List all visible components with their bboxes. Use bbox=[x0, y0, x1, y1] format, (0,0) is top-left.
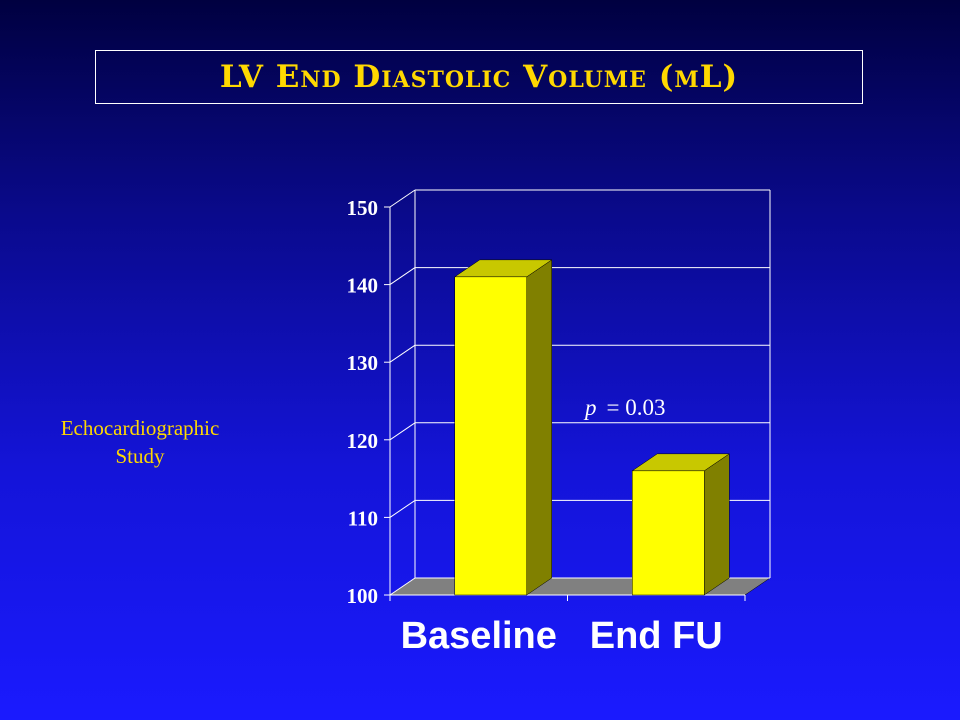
gridline-depth bbox=[389, 189, 416, 208]
side-note-line-2: Study bbox=[115, 444, 165, 468]
p-value: = 0.03 bbox=[607, 395, 666, 420]
p-value-annotation: p = 0.03 bbox=[583, 395, 665, 420]
y-tick-label: 130 bbox=[347, 351, 379, 375]
gridline-depth bbox=[389, 344, 416, 363]
bar-side bbox=[704, 453, 730, 596]
gridline-depth bbox=[389, 499, 416, 518]
y-tick-label: 100 bbox=[347, 584, 379, 608]
y-tick-label: 140 bbox=[347, 274, 379, 298]
side-note-line-1: Echocardiographic bbox=[60, 416, 220, 440]
gridline-depth bbox=[389, 422, 416, 441]
gridline-depth bbox=[389, 577, 416, 596]
x-category-label: End FU bbox=[590, 615, 723, 657]
bar-baseline bbox=[454, 276, 527, 596]
y-tick-label: 110 bbox=[348, 506, 378, 530]
gridline-depth bbox=[389, 267, 416, 286]
x-category-label: Baseline bbox=[401, 615, 557, 657]
chart-title: LV End Diastolic Volume (mL) bbox=[219, 59, 739, 95]
bar-end-fu bbox=[632, 470, 705, 596]
side-note: Echocardiographic Study bbox=[20, 414, 260, 470]
p-symbol: p bbox=[583, 395, 597, 420]
y-tick-label: 150 bbox=[347, 196, 379, 220]
y-tick-label: 120 bbox=[347, 429, 379, 453]
chart-title-box: LV End Diastolic Volume (mL) bbox=[95, 50, 863, 104]
bar-side bbox=[526, 259, 552, 596]
